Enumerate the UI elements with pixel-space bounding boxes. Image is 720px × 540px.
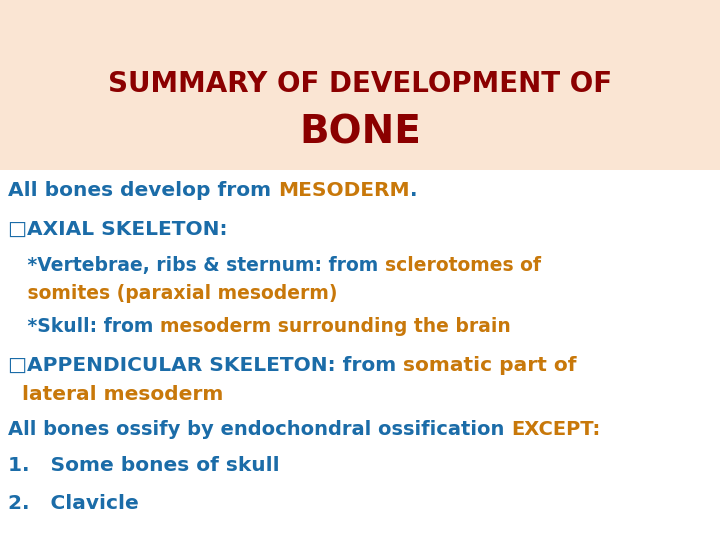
Bar [0, 0, 720, 170]
Text: □AXIAL SKELETON:: □AXIAL SKELETON: [8, 219, 228, 239]
Text: sclerotomes of: sclerotomes of [384, 256, 541, 275]
Text: 1.   Some bones of skull: 1. Some bones of skull [8, 456, 279, 475]
Text: lateral mesoderm: lateral mesoderm [8, 384, 223, 404]
Text: SUMMARY OF DEVELOPMENT OF: SUMMARY OF DEVELOPMENT OF [108, 70, 612, 98]
Text: *Vertebrae, ribs & sternum: from: *Vertebrae, ribs & sternum: from [8, 256, 384, 275]
Text: All bones develop from: All bones develop from [8, 180, 278, 200]
Text: EXCEPT:: EXCEPT: [511, 420, 600, 439]
Text: .: . [410, 180, 418, 200]
Text: somatic part of: somatic part of [403, 355, 577, 375]
Text: 2.   Clavicle: 2. Clavicle [8, 494, 139, 513]
Text: BONE: BONE [299, 113, 421, 151]
Text: MESODERM: MESODERM [278, 180, 410, 200]
Text: somites (paraxial mesoderm): somites (paraxial mesoderm) [8, 284, 338, 303]
Text: □APPENDICULAR SKELETON: from: □APPENDICULAR SKELETON: from [8, 355, 403, 375]
Text: All bones ossify by endochondral ossification: All bones ossify by endochondral ossific… [8, 420, 511, 439]
Text: mesoderm surrounding the brain: mesoderm surrounding the brain [160, 316, 510, 336]
Text: *Skull: from: *Skull: from [8, 316, 160, 336]
